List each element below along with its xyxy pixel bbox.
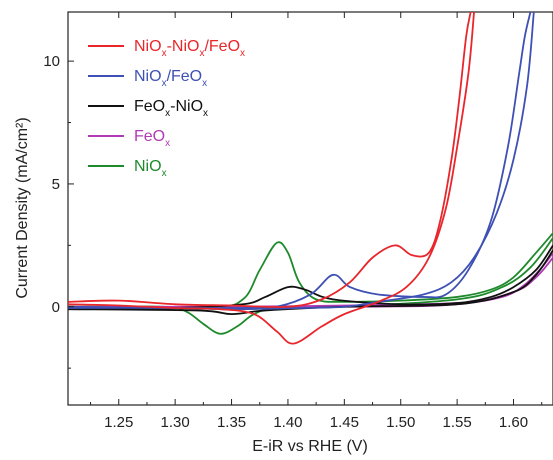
series-layer bbox=[68, 12, 553, 345]
tick-layer: 1.25 1.30 1.35 1.40 1.45 1.50 1.55 1.60 0 5 10 bbox=[43, 12, 543, 431]
legend-label-niox-niox-feox: NiOx-NiOx/FeOx bbox=[134, 38, 245, 59]
x-tick-label: 1.30 bbox=[161, 414, 190, 431]
plot-area bbox=[67, 11, 553, 406]
x-tick-label: 1.45 bbox=[330, 414, 359, 431]
x-axis-label: E-iR vs RHE (V) bbox=[252, 438, 368, 455]
series-line-niox-anodic bbox=[68, 232, 553, 309]
x-tick-label: 1.60 bbox=[499, 414, 528, 431]
legend-label-feox-niox: FeOx-NiOx bbox=[134, 98, 208, 119]
x-tick-label: 1.25 bbox=[104, 414, 133, 431]
x-tick-label: 1.35 bbox=[217, 414, 246, 431]
legend-label-niox-feox: NiOx/FeOx bbox=[134, 68, 207, 89]
legend-label-niox: NiOx bbox=[134, 158, 167, 179]
x-tick-label: 1.55 bbox=[443, 414, 472, 431]
y-axis-label: Current Density (mA/cm²) bbox=[14, 117, 31, 298]
y-tick-label: 5 bbox=[52, 176, 60, 193]
series-line-niox-feox-anodic bbox=[68, 12, 532, 310]
x-tick-label: 1.50 bbox=[386, 414, 415, 431]
legend-label-feox: FeOx bbox=[134, 128, 170, 149]
y-tick-label: 0 bbox=[52, 299, 60, 316]
series-line-niox-niox-feox-anodic bbox=[68, 12, 472, 308]
series-line-niox-niox-feox-cathodic bbox=[68, 12, 475, 345]
y-tick-label: 10 bbox=[43, 53, 60, 70]
x-tick-label: 1.40 bbox=[273, 414, 302, 431]
legend: NiOx-NiOx/FeOx NiOx/FeOx FeOx-NiOx FeOx NiOx bbox=[88, 38, 245, 179]
